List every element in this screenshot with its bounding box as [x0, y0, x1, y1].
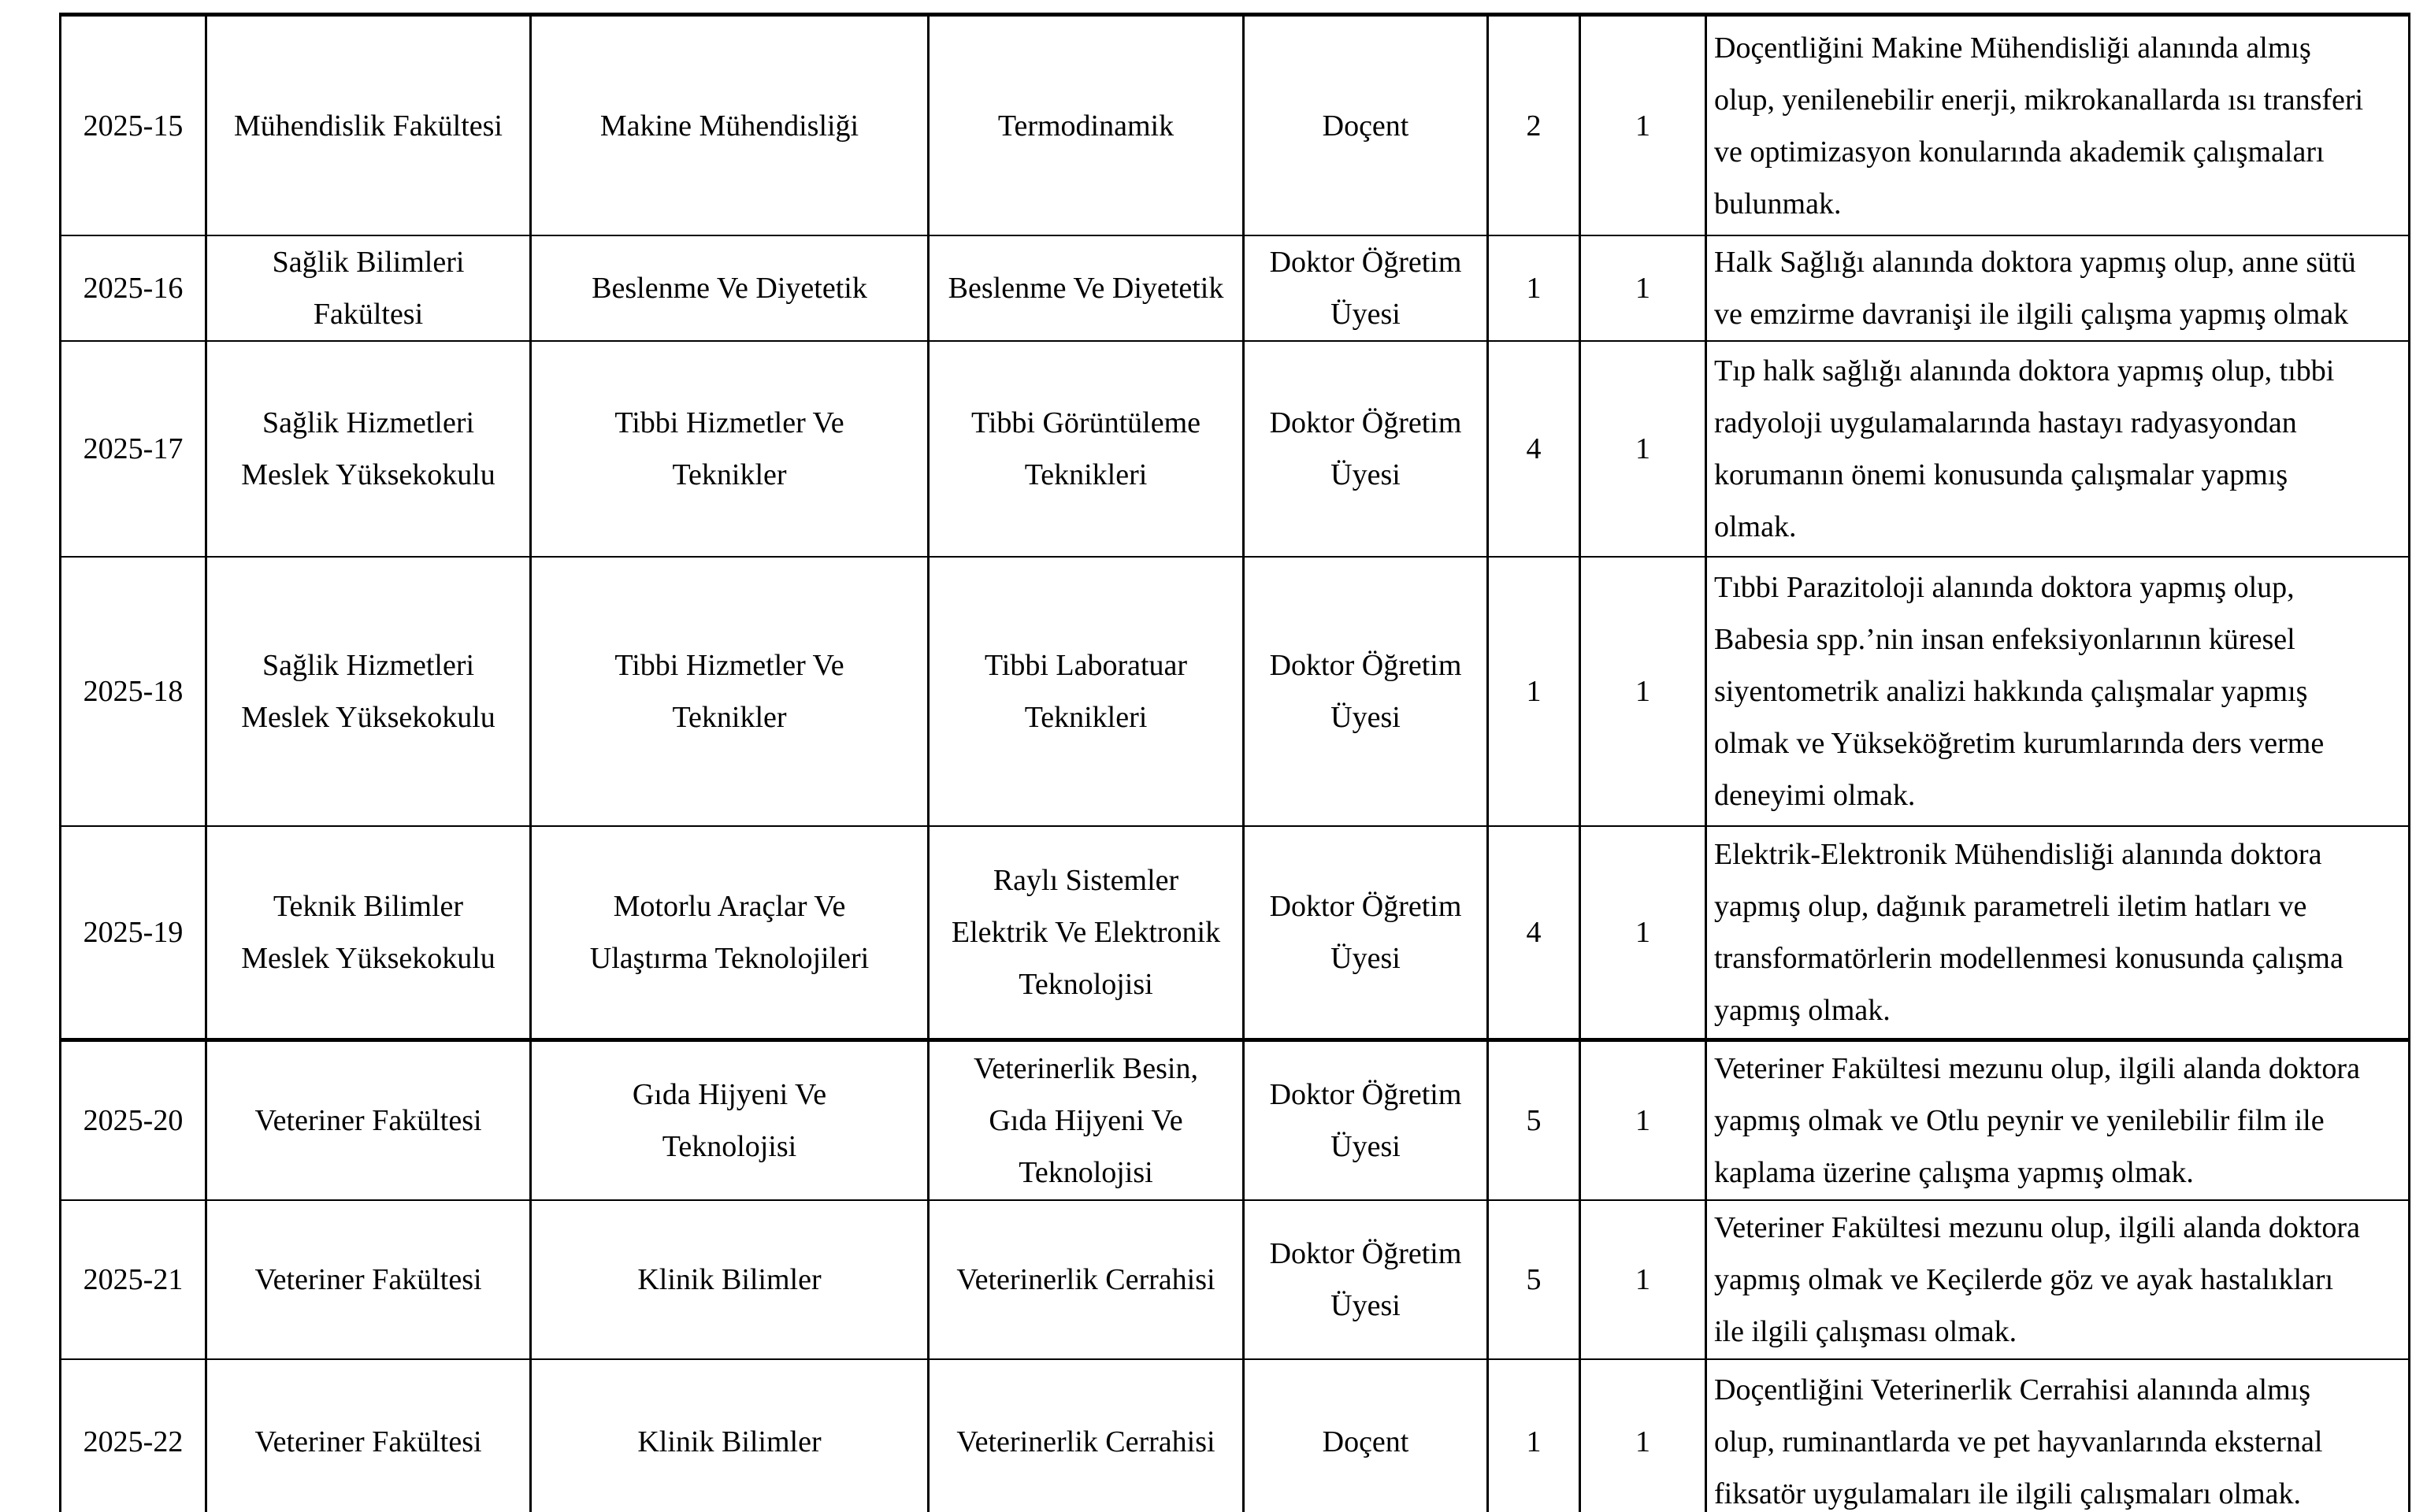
cell-adet: 1 — [1579, 556, 1707, 827]
cell-unvan: Doktor Öğretim Üyesi — [1242, 235, 1489, 342]
cell-derece: 5 — [1486, 1038, 1581, 1201]
cell-bolum: Beslenme Ve Diyetetik — [529, 235, 930, 342]
cell-aciklama: Tıbbi Parazitoloji alanında doktora yapm… — [1705, 556, 2410, 827]
cell-adet: 1 — [1579, 340, 1707, 558]
cell-anabilim-dali: Veterinerlik Cerrahisi — [927, 1358, 1245, 1512]
cell-aciklama: Veteriner Fakültesi mezunu olup, ilgili … — [1705, 1038, 2410, 1201]
cell-ilan-no: 2025-20 — [59, 1038, 207, 1201]
cell-ilan-no: 2025-21 — [59, 1199, 207, 1360]
cell-bolum: Makine Mühendisliği — [529, 13, 930, 236]
cell-unvan: Doktor Öğretim Üyesi — [1242, 1038, 1489, 1201]
cell-derece: 5 — [1486, 1199, 1581, 1360]
table-row: 2025-16 Sağlik Bilimleri Fakültesi Besle… — [59, 235, 2410, 342]
cell-adet: 1 — [1579, 235, 1707, 342]
cell-aciklama: Veteriner Fakültesi mezunu olup, ilgili … — [1705, 1199, 2410, 1360]
table-row: 2025-22 Veteriner Fakültesi Klinik Bilim… — [59, 1358, 2410, 1512]
cell-ilan-no: 2025-19 — [59, 825, 207, 1041]
cell-derece: 4 — [1486, 340, 1581, 558]
cell-adet: 1 — [1579, 1358, 1707, 1512]
cell-unvan: Doktor Öğretim Üyesi — [1242, 825, 1489, 1041]
cell-derece: 2 — [1486, 13, 1581, 236]
cell-ilan-no: 2025-22 — [59, 1358, 207, 1512]
cell-aciklama: Tıp halk sağlığı alanında doktora yapmış… — [1705, 340, 2410, 558]
cell-adet: 1 — [1579, 13, 1707, 236]
cell-unvan: Doktor Öğretim Üyesi — [1242, 1199, 1489, 1360]
cell-derece: 4 — [1486, 825, 1581, 1041]
cell-aciklama: Doçentliğini Veterinerlik Cerrahisi alan… — [1705, 1358, 2410, 1512]
cell-bolum: Tibbi Hizmetler Ve Teknikler — [529, 556, 930, 827]
table-row: 2025-15 Mühendislik Fakültesi Makine Müh… — [59, 13, 2410, 236]
cell-derece: 1 — [1486, 1358, 1581, 1512]
cell-aciklama: Doçentliğini Makine Mühendisliği alanınd… — [1705, 13, 2410, 236]
cell-adet: 1 — [1579, 1038, 1707, 1201]
cell-adet: 1 — [1579, 825, 1707, 1041]
cell-bolum: Tibbi Hizmetler Ve Teknikler — [529, 340, 930, 558]
cell-ilan-no: 2025-18 — [59, 556, 207, 827]
cell-ilan-no: 2025-16 — [59, 235, 207, 342]
cell-ilan-no: 2025-15 — [59, 13, 207, 236]
cell-unvan: Doçent — [1242, 13, 1489, 236]
cell-anabilim-dali: Termodinamik — [927, 13, 1245, 236]
cell-anabilim-dali: Tibbi Laboratuar Teknikleri — [927, 556, 1245, 827]
cell-unvan: Doktor Öğretim Üyesi — [1242, 556, 1489, 827]
cell-bolum: Klinik Bilimler — [529, 1358, 930, 1512]
table-row: 2025-20 Veteriner Fakültesi Gıda Hijyeni… — [59, 1038, 2410, 1201]
cell-anabilim-dali: Veterinerlik Besin, Gıda Hijyeni Ve Tekn… — [927, 1038, 1245, 1201]
cell-anabilim-dali: Raylı Sistemler Elektrik Ve Elektronik T… — [927, 825, 1245, 1041]
cell-fakulte: Sağlik Hizmetleri Meslek Yüksekokulu — [205, 340, 532, 558]
cell-bolum: Klinik Bilimler — [529, 1199, 930, 1360]
cell-aciklama: Elektrik-Elektronik Mühendisliği alanınd… — [1705, 825, 2410, 1041]
cell-fakulte: Veteriner Fakültesi — [205, 1358, 532, 1512]
cell-fakulte: Teknik Bilimler Meslek Yüksekokulu — [205, 825, 532, 1041]
table-row: 2025-18 Sağlik Hizmetleri Meslek Yükseko… — [59, 556, 2410, 827]
cell-anabilim-dali: Tibbi Görüntüleme Teknikleri — [927, 340, 1245, 558]
table-row: 2025-19 Teknik Bilimler Meslek Yüksekoku… — [59, 825, 2410, 1041]
cell-unvan: Doçent — [1242, 1358, 1489, 1512]
job-postings-table: 2025-15 Mühendislik Fakültesi Makine Müh… — [59, 13, 2410, 1512]
cell-fakulte: Veteriner Fakültesi — [205, 1199, 532, 1360]
cell-fakulte: Sağlik Bilimleri Fakültesi — [205, 235, 532, 342]
cell-adet: 1 — [1579, 1199, 1707, 1360]
cell-bolum: Motorlu Araçlar Ve Ulaştırma Teknolojile… — [529, 825, 930, 1041]
cell-ilan-no: 2025-17 — [59, 340, 207, 558]
cell-fakulte: Mühendislik Fakültesi — [205, 13, 532, 236]
cell-unvan: Doktor Öğretim Üyesi — [1242, 340, 1489, 558]
cell-bolum: Gıda Hijyeni Ve Teknolojisi — [529, 1038, 930, 1201]
cell-anabilim-dali: Beslenme Ve Diyetetik — [927, 235, 1245, 342]
cell-derece: 1 — [1486, 235, 1581, 342]
cell-fakulte: Sağlik Hizmetleri Meslek Yüksekokulu — [205, 556, 532, 827]
table-row: 2025-17 Sağlik Hizmetleri Meslek Yükseko… — [59, 340, 2410, 558]
cell-anabilim-dali: Veterinerlik Cerrahisi — [927, 1199, 1245, 1360]
cell-fakulte: Veteriner Fakültesi — [205, 1038, 532, 1201]
table-row: 2025-21 Veteriner Fakültesi Klinik Bilim… — [59, 1199, 2410, 1360]
cell-aciklama: Halk Sağlığı alanında doktora yapmış olu… — [1705, 235, 2410, 342]
cell-derece: 1 — [1486, 556, 1581, 827]
